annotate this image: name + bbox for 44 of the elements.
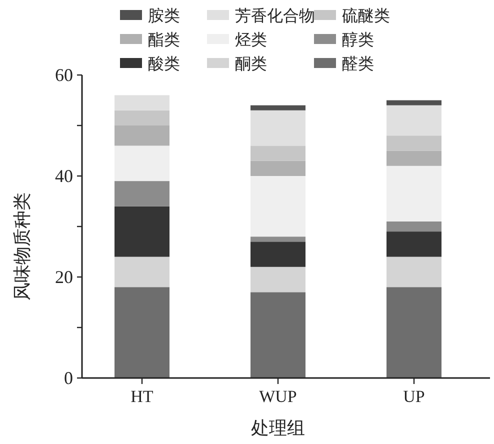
legend-label: 芳香化合物 bbox=[235, 7, 315, 25]
bar bbox=[386, 105, 442, 136]
legend-label: 烃类 bbox=[235, 31, 267, 49]
bar bbox=[114, 287, 170, 378]
bar bbox=[250, 105, 306, 110]
bar bbox=[250, 242, 306, 267]
bar bbox=[250, 236, 306, 242]
bar bbox=[250, 176, 306, 237]
y-tick-label: 60 bbox=[55, 65, 73, 85]
bar bbox=[386, 256, 442, 288]
bar bbox=[386, 232, 442, 257]
x-tick-label: UP bbox=[403, 387, 425, 406]
bar bbox=[114, 181, 170, 206]
legend-label: 胺类 bbox=[148, 7, 180, 25]
bar bbox=[250, 292, 306, 378]
bar bbox=[114, 146, 170, 182]
bar bbox=[386, 136, 442, 151]
bar bbox=[386, 100, 442, 106]
bar bbox=[114, 126, 170, 146]
bar bbox=[250, 266, 306, 292]
bar bbox=[114, 95, 170, 110]
bar bbox=[386, 166, 442, 222]
legend-label: 酯类 bbox=[148, 31, 180, 49]
bar bbox=[386, 287, 442, 378]
bar bbox=[250, 146, 306, 161]
legend-label: 醛类 bbox=[342, 55, 374, 73]
bar bbox=[250, 110, 306, 146]
bar bbox=[114, 256, 170, 288]
y-tick-label: 40 bbox=[55, 166, 73, 186]
y-tick-label: 20 bbox=[55, 267, 73, 287]
bar bbox=[114, 110, 170, 126]
legend-label: 酮类 bbox=[235, 55, 267, 73]
y-axis-title: 风味物质种类 bbox=[12, 192, 32, 300]
bar bbox=[386, 221, 442, 232]
legend-label: 酸类 bbox=[148, 55, 180, 73]
y-tick-label: 0 bbox=[64, 368, 73, 388]
bar bbox=[114, 206, 170, 257]
x-tick-label: WUP bbox=[259, 387, 297, 406]
bar bbox=[386, 150, 442, 166]
legend-label: 醇类 bbox=[342, 31, 374, 49]
x-axis-title: 处理组 bbox=[251, 418, 305, 438]
legend-label: 硫醚类 bbox=[342, 7, 390, 25]
x-tick-label: HT bbox=[130, 387, 154, 406]
bar bbox=[250, 160, 306, 176]
